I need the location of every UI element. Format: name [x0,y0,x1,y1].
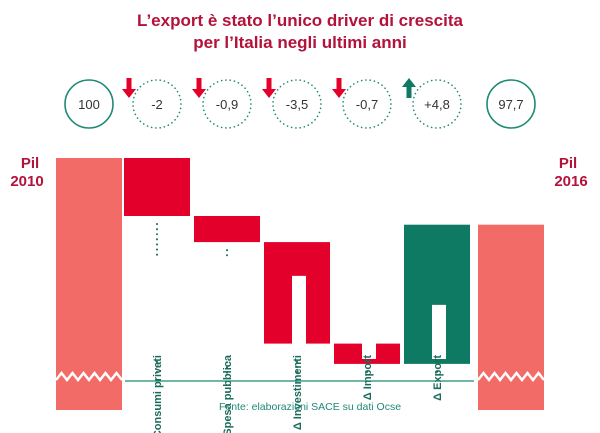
step-label: Δ Import [362,355,374,401]
label-background [362,305,376,359]
label-background [292,275,306,359]
chart-title: L’export è stato l’unico driver di cresc… [0,10,600,54]
value-bubble [486,79,536,129]
arrow-down-icon [262,78,276,98]
arrow-head [192,89,206,98]
arrow-down-icon [122,78,136,98]
value-label: +4,8 [424,97,450,112]
value-bubble [64,79,114,129]
axis-break-right [477,370,545,383]
label-background [432,304,446,359]
arrow-shaft [336,78,342,90]
label-background [222,258,236,359]
axis [55,370,545,383]
chart-title-line-1: L’export è stato l’unico driver di cresc… [137,11,463,30]
value-bubble [412,79,462,129]
bar-step [124,158,190,216]
value-label: -0,7 [356,97,378,112]
label-background [152,256,166,359]
value-bubble [342,79,392,129]
pil-2010-label-2: 2010 [10,173,43,190]
value-bubble [272,79,322,129]
step-label: Δ Investimenti [292,355,304,430]
bar-pil-2016 [478,224,544,410]
arrow-down-icon [192,78,206,98]
pil-2010-label-1: Pil [21,155,39,172]
value-label: -2 [151,97,163,112]
arrow-up-icon [402,78,416,98]
pil-2016-label-2: 2016 [554,173,587,190]
arrow-shaft [406,86,412,98]
arrow-shaft [196,78,202,90]
bar-labels: Δ Consumi privati Δ Spesa pubblica Δ Inves… [10,155,587,433]
step-label: Δ Consumi privati [152,355,164,433]
arrow-head [262,89,276,98]
step-label: Δ Spesa pubblica [222,354,234,433]
step-label: Δ Export [432,355,444,401]
value-bubbles: 100 -2 -0,9 -3,5 -0,7 +4,8 97,7 [64,78,536,129]
arrow-head [332,89,346,98]
bar-pil-2010 [56,158,122,410]
pil-2016-label-1: Pil [559,155,577,172]
chart-title-line-2: per l’Italia negli ultimi anni [193,33,407,52]
arrow-head [402,78,416,87]
arrow-shaft [266,78,272,90]
arrow-down-icon [332,78,346,98]
value-bubble [132,79,182,129]
arrow-head [122,89,136,98]
axis-break-left [55,370,123,383]
bar-step [194,216,260,243]
value-label: 97,7 [498,97,523,112]
arrow-shaft [126,78,132,90]
value-label: 100 [78,97,100,112]
value-label: -3,5 [286,97,308,112]
value-bubble [202,79,252,129]
source-note: Fonte: elaborazioni SACE su dati Ocse [219,401,401,413]
value-label: -0,9 [216,97,238,112]
